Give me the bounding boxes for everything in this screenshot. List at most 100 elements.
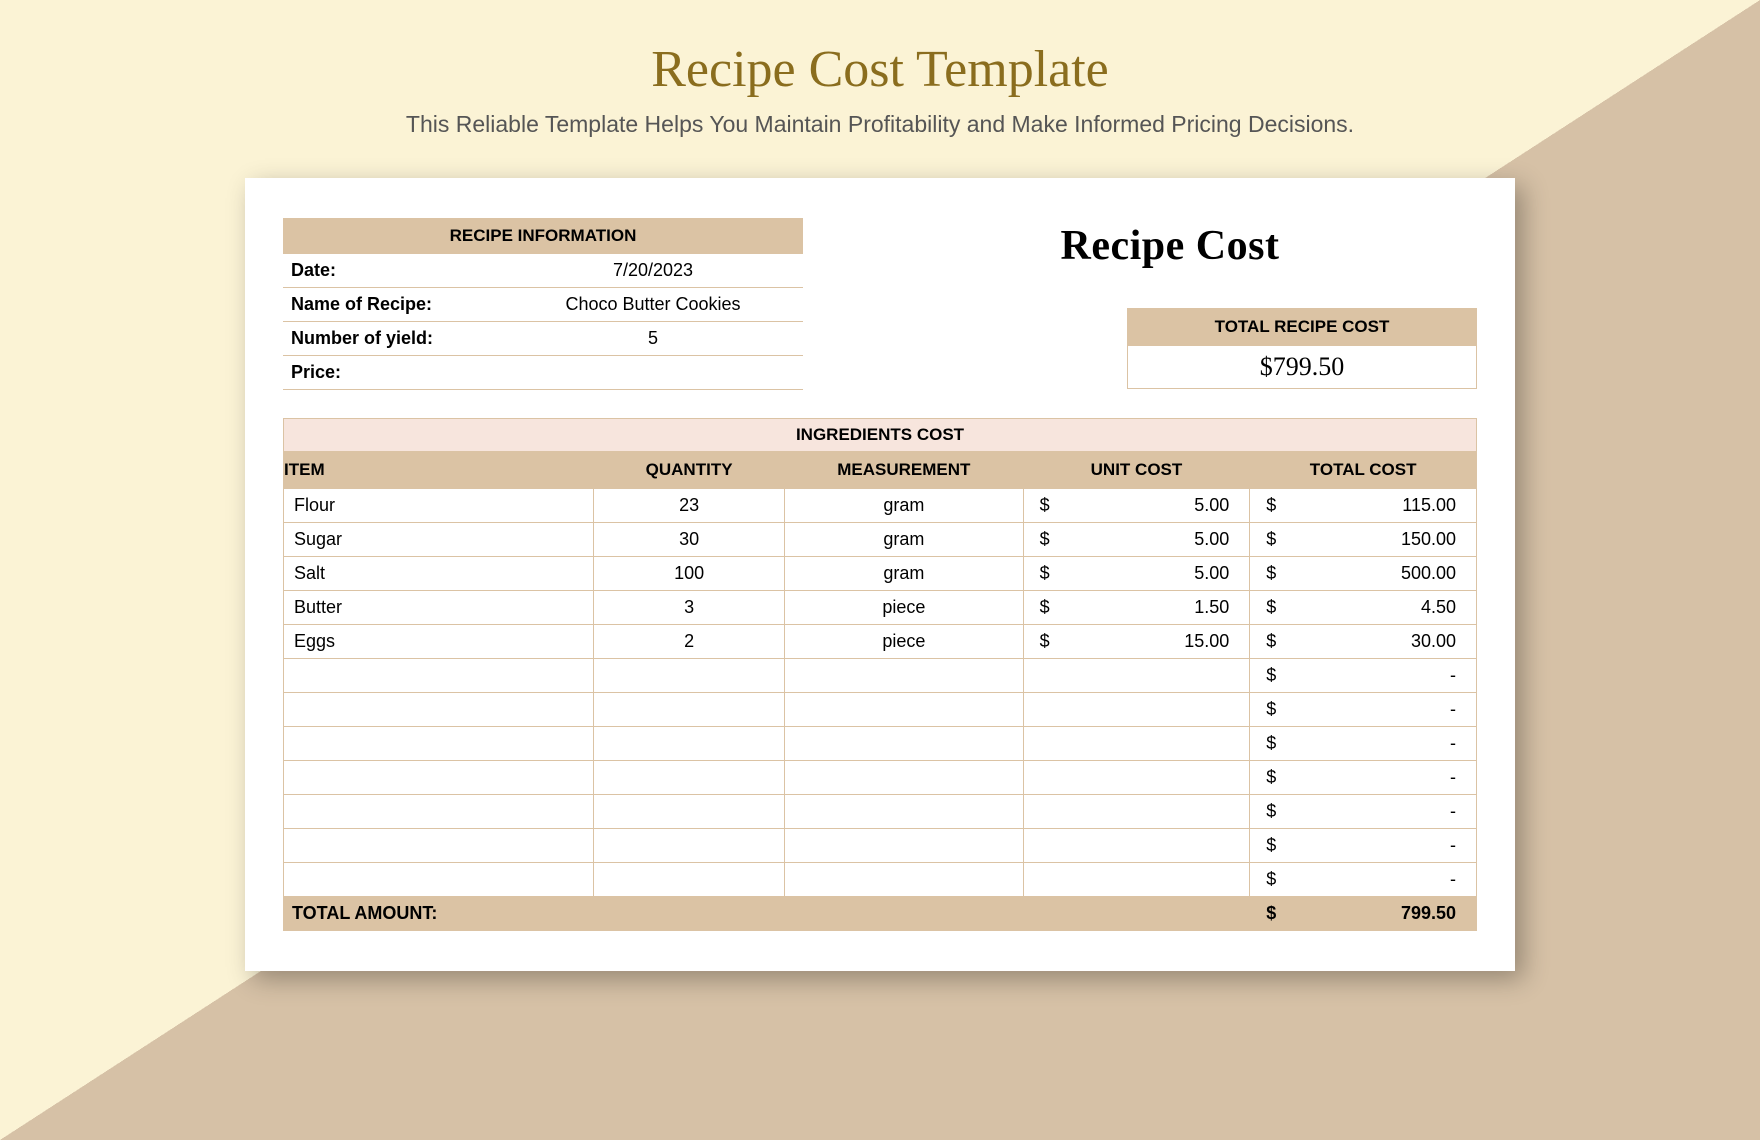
ingredient-measurement: gram (785, 523, 1024, 557)
table-row: $- (284, 795, 1477, 829)
ingredient-quantity (594, 693, 785, 727)
ingredient-total-cost: $- (1250, 829, 1477, 863)
recipe-cost-block: Recipe Cost TOTAL RECIPE COST $799.50 (863, 218, 1477, 390)
table-row: $- (284, 761, 1477, 795)
recipe-info-label: Number of yield: (283, 322, 503, 355)
currency-symbol: $ (1266, 903, 1276, 924)
ingredient-unit-cost: $15.00 (1023, 625, 1250, 659)
page-subtitle: This Reliable Template Helps You Maintai… (406, 111, 1354, 138)
ingredient-quantity: 2 (594, 625, 785, 659)
ingredient-measurement: piece (785, 625, 1024, 659)
ingredient-total-cost: $30.00 (1250, 625, 1477, 659)
ingredient-unit-cost (1023, 795, 1250, 829)
ingredient-measurement (785, 727, 1024, 761)
ingredient-measurement: gram (785, 489, 1024, 523)
ingredient-measurement (785, 693, 1024, 727)
recipe-info-header: RECIPE INFORMATION (283, 218, 803, 254)
ingredient-unit-cost (1023, 693, 1250, 727)
ingredients-column-header: TOTAL COST (1250, 452, 1477, 489)
ingredient-total-cost: $115.00 (1250, 489, 1477, 523)
total-amount-row: TOTAL AMOUNT: $ 799.50 (284, 897, 1477, 931)
table-row: $- (284, 829, 1477, 863)
ingredient-measurement (785, 829, 1024, 863)
ingredient-item (284, 863, 594, 897)
ingredient-quantity: 23 (594, 489, 785, 523)
ingredient-measurement: piece (785, 591, 1024, 625)
ingredient-quantity: 3 (594, 591, 785, 625)
ingredient-item: Flour (284, 489, 594, 523)
ingredient-total-cost: $- (1250, 795, 1477, 829)
ingredient-measurement (785, 795, 1024, 829)
total-amount-value: 799.50 (1401, 903, 1456, 924)
ingredient-unit-cost (1023, 659, 1250, 693)
ingredient-item (284, 727, 594, 761)
table-row: Sugar30gram$5.00$150.00 (284, 523, 1477, 557)
ingredient-unit-cost (1023, 727, 1250, 761)
table-row: $- (284, 727, 1477, 761)
ingredient-total-cost: $4.50 (1250, 591, 1477, 625)
recipe-information-block: RECIPE INFORMATION Date:7/20/2023Name of… (283, 218, 803, 390)
total-amount-label: TOTAL AMOUNT: (292, 903, 437, 923)
ingredient-item (284, 829, 594, 863)
ingredient-measurement (785, 659, 1024, 693)
ingredients-column-header: MEASUREMENT (785, 452, 1024, 489)
recipe-info-label: Name of Recipe: (283, 288, 503, 321)
ingredient-item (284, 659, 594, 693)
ingredients-column-header: QUANTITY (594, 452, 785, 489)
ingredient-item (284, 693, 594, 727)
ingredient-total-cost: $500.00 (1250, 557, 1477, 591)
ingredient-unit-cost: $5.00 (1023, 523, 1250, 557)
top-section: RECIPE INFORMATION Date:7/20/2023Name of… (283, 218, 1477, 390)
ingredient-quantity (594, 863, 785, 897)
table-row: $- (284, 693, 1477, 727)
total-amount-cell: $ 799.50 (1260, 903, 1466, 924)
table-row: Salt100gram$5.00$500.00 (284, 557, 1477, 591)
table-row: $- (284, 863, 1477, 897)
ingredients-column-header: UNIT COST (1023, 452, 1250, 489)
recipe-info-value: 5 (503, 322, 803, 355)
ingredient-item: Butter (284, 591, 594, 625)
container: Recipe Cost Template This Reliable Templ… (0, 0, 1760, 971)
ingredient-total-cost: $- (1250, 863, 1477, 897)
spreadsheet-card: RECIPE INFORMATION Date:7/20/2023Name of… (245, 178, 1515, 971)
ingredient-item: Sugar (284, 523, 594, 557)
ingredient-quantity: 100 (594, 557, 785, 591)
recipe-info-row: Number of yield:5 (283, 322, 803, 356)
ingredient-item (284, 795, 594, 829)
ingredient-unit-cost: $1.50 (1023, 591, 1250, 625)
table-row: Flour23gram$5.00$115.00 (284, 489, 1477, 523)
ingredients-column-header: ITEM (284, 452, 594, 489)
recipe-info-label: Date: (283, 254, 503, 287)
recipe-info-value (503, 356, 803, 389)
total-recipe-cost-box: TOTAL RECIPE COST $799.50 (1127, 308, 1477, 389)
recipe-info-row: Date:7/20/2023 (283, 254, 803, 288)
ingredient-measurement (785, 863, 1024, 897)
table-row: Eggs2piece$15.00$30.00 (284, 625, 1477, 659)
ingredient-quantity (594, 659, 785, 693)
total-recipe-cost-value: $799.50 (1127, 346, 1477, 389)
ingredients-cost-header: INGREDIENTS COST (283, 418, 1477, 451)
ingredient-measurement: gram (785, 557, 1024, 591)
ingredient-unit-cost (1023, 761, 1250, 795)
recipe-info-label: Price: (283, 356, 503, 389)
ingredient-total-cost: $- (1250, 693, 1477, 727)
recipe-cost-heading: Recipe Cost (1061, 222, 1280, 270)
ingredient-total-cost: $- (1250, 659, 1477, 693)
recipe-info-value: 7/20/2023 (503, 254, 803, 287)
ingredient-quantity: 30 (594, 523, 785, 557)
ingredient-item (284, 761, 594, 795)
ingredient-quantity (594, 761, 785, 795)
ingredient-total-cost: $- (1250, 727, 1477, 761)
ingredient-item: Eggs (284, 625, 594, 659)
ingredient-unit-cost (1023, 829, 1250, 863)
ingredient-unit-cost (1023, 863, 1250, 897)
ingredient-item: Salt (284, 557, 594, 591)
ingredients-table: ITEMQUANTITYMEASUREMENTUNIT COSTTOTAL CO… (283, 451, 1477, 931)
recipe-info-value: Choco Butter Cookies (503, 288, 803, 321)
recipe-info-row: Price: (283, 356, 803, 390)
ingredient-total-cost: $150.00 (1250, 523, 1477, 557)
table-row: Butter3piece$1.50$4.50 (284, 591, 1477, 625)
ingredient-measurement (785, 761, 1024, 795)
ingredient-total-cost: $- (1250, 761, 1477, 795)
table-row: $- (284, 659, 1477, 693)
